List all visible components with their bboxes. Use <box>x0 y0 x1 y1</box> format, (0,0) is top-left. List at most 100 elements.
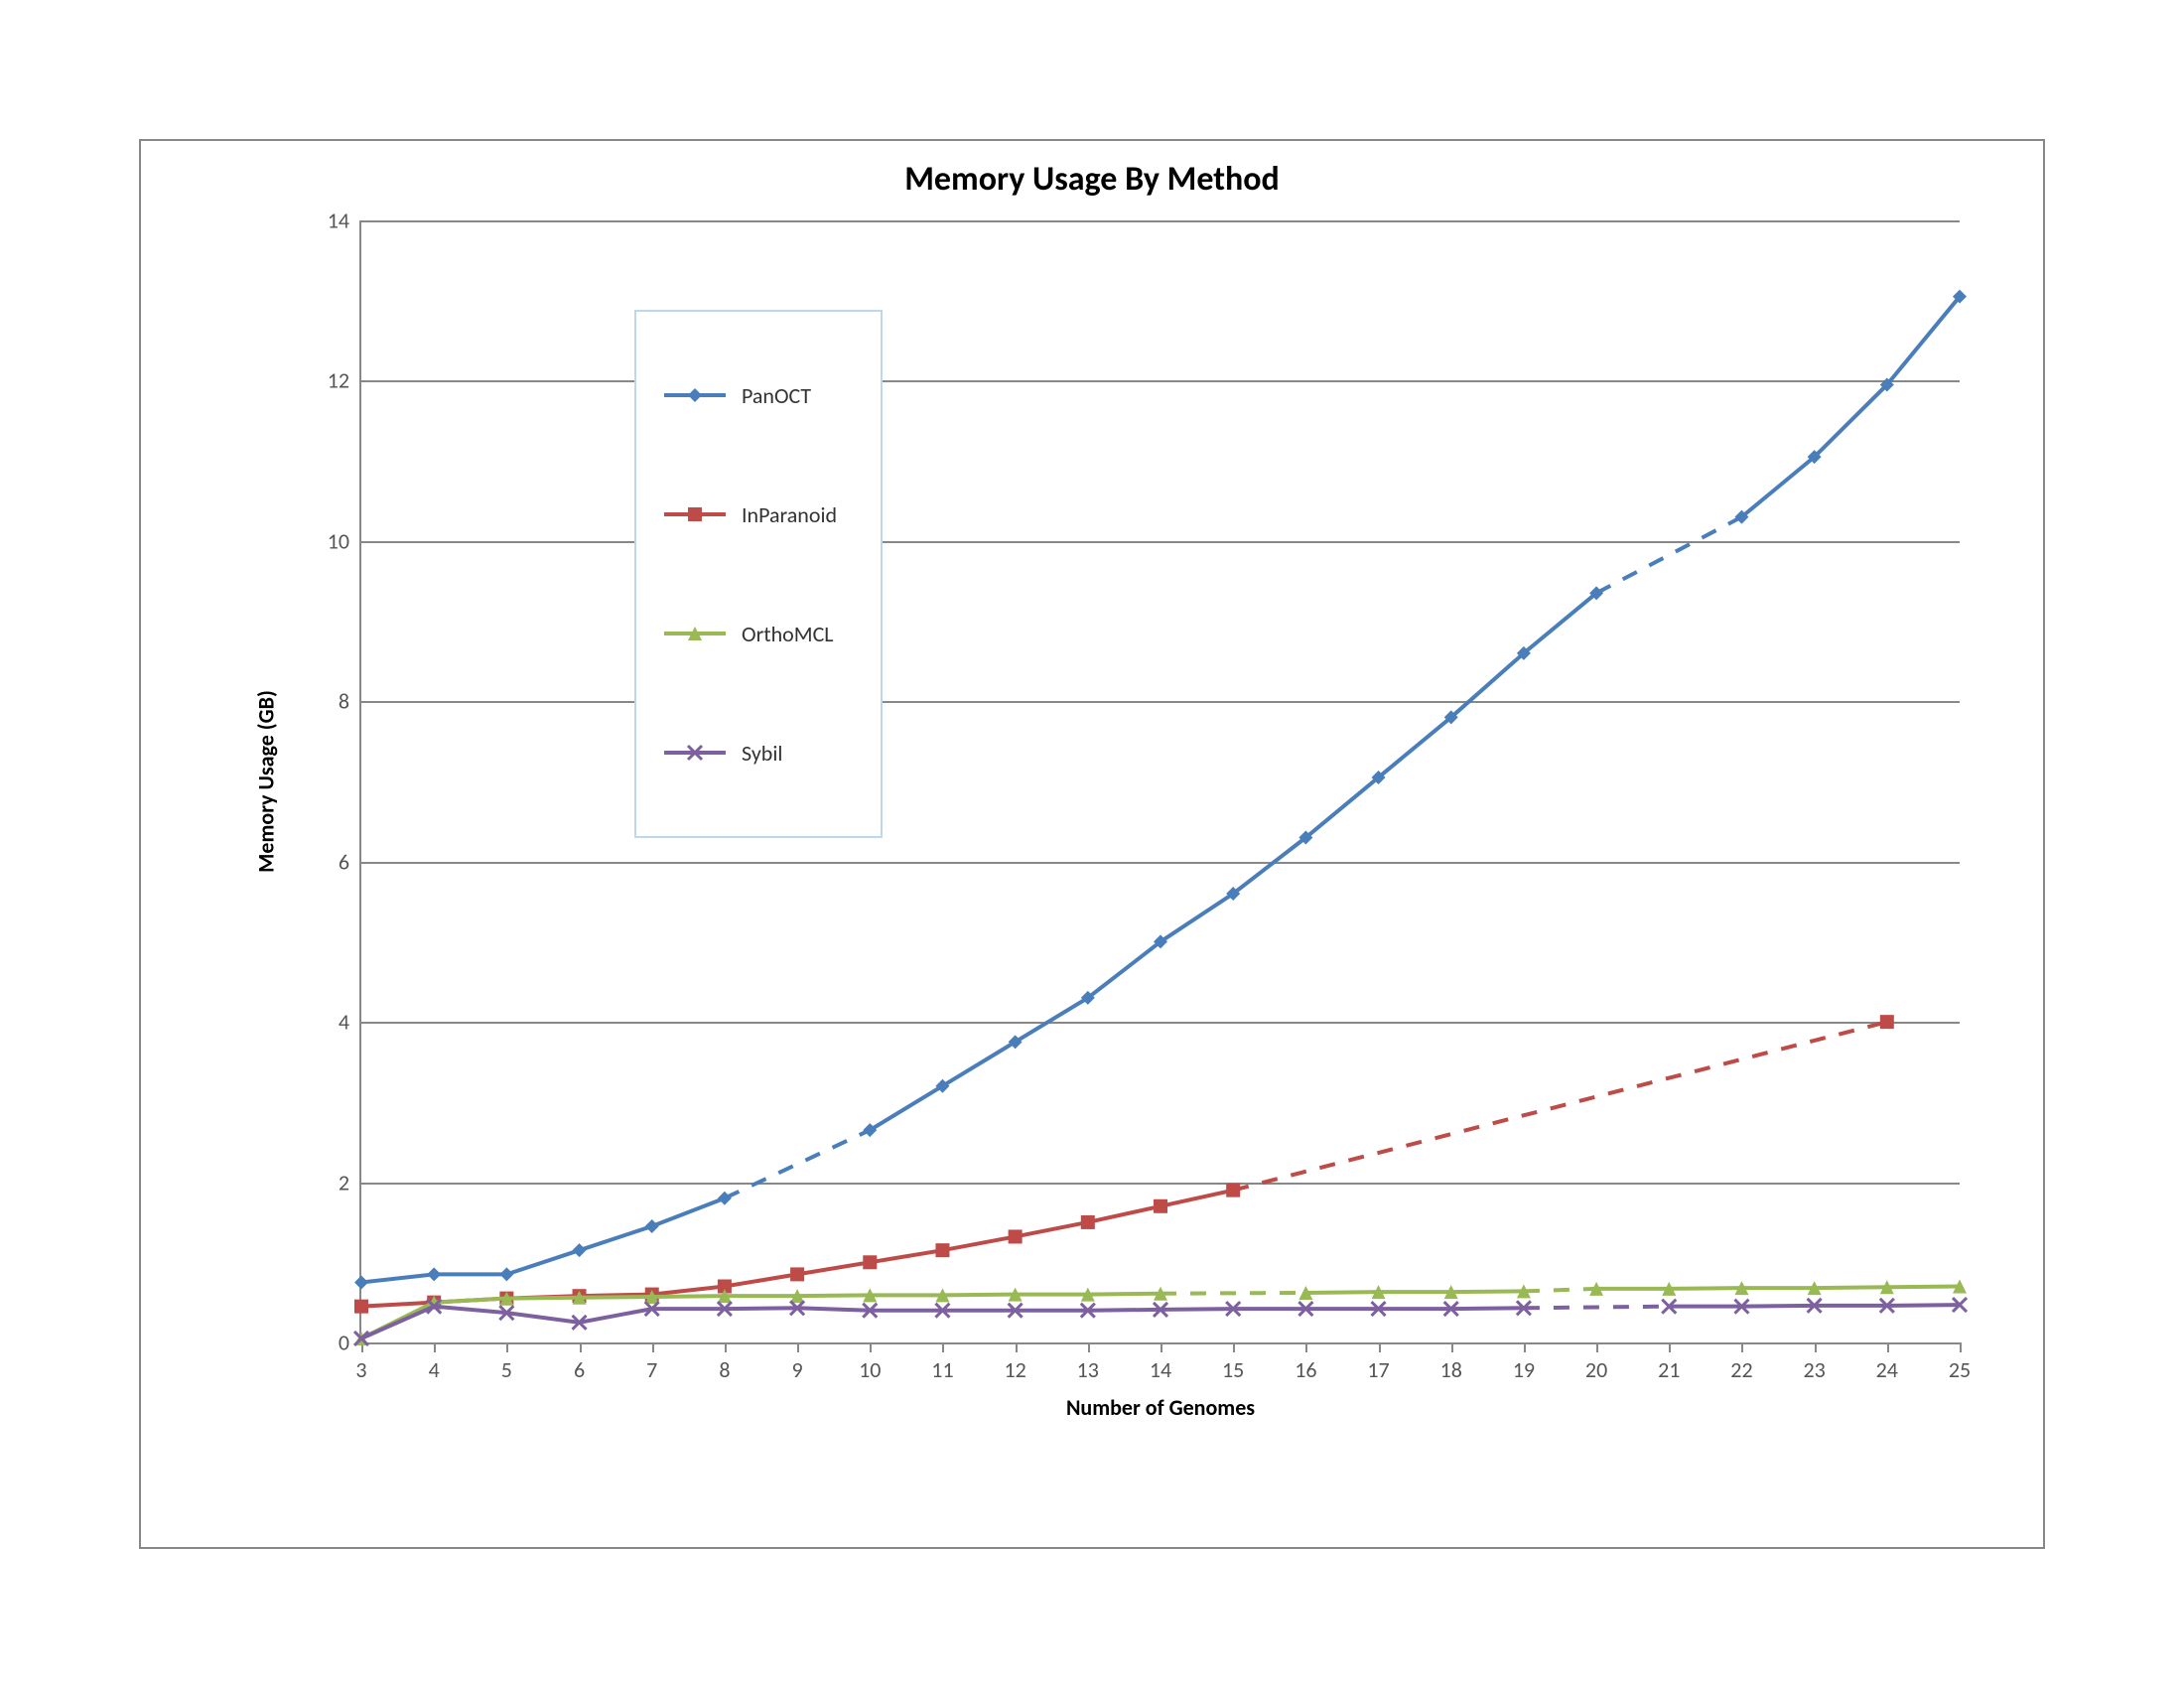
x-tick <box>1815 1342 1817 1352</box>
chart-title: Memory Usage By Method <box>141 159 2043 200</box>
series-marker-panoct <box>573 1243 587 1257</box>
series-marker-inparanoid <box>354 1300 368 1314</box>
series-line-panoct <box>361 1198 725 1283</box>
series-line-inparanoid <box>361 1191 1233 1307</box>
y-tick-label: 2 <box>339 1169 349 1196</box>
series-line-orthomcl <box>361 1294 1160 1338</box>
x-tick-label: 9 <box>792 1356 803 1383</box>
series-line-panoct <box>870 593 1596 1130</box>
x-tick <box>1669 1342 1671 1352</box>
series-line-orthomcl <box>1596 1287 1960 1289</box>
page: Memory Usage By Method Memory Usage (GB)… <box>0 0 2184 1688</box>
legend-item-panoct: PanOCT <box>664 336 853 455</box>
series-marker-inparanoid <box>1154 1199 1167 1213</box>
series-line-orthomcl <box>1305 1291 1524 1293</box>
x-tick <box>870 1342 872 1352</box>
chart-frame: Memory Usage By Method Memory Usage (GB)… <box>139 139 2045 1549</box>
series-marker-inparanoid <box>790 1267 804 1281</box>
series-marker-inparanoid <box>1226 1184 1240 1197</box>
x-tick-label: 3 <box>355 1356 366 1383</box>
x-tick-label: 7 <box>646 1356 657 1383</box>
series-marker-inparanoid <box>1009 1229 1023 1243</box>
x-tick-label: 10 <box>859 1356 881 1383</box>
x-tick-label: 13 <box>1077 1356 1099 1383</box>
legend-item-sybil: Sybil <box>664 693 853 812</box>
y-tick-label: 8 <box>339 688 349 715</box>
series-marker-inparanoid <box>1880 1015 1894 1029</box>
x-tick <box>1160 1342 1162 1352</box>
series-line-inparanoid <box>1233 1022 1887 1191</box>
x-tick-label: 16 <box>1295 1356 1316 1383</box>
x-tick-label: 11 <box>931 1356 953 1383</box>
x-tick-label: 12 <box>1004 1356 1025 1383</box>
x-tick-label: 19 <box>1513 1356 1535 1383</box>
series-marker-panoct <box>645 1219 659 1233</box>
legend-label: PanOCT <box>742 382 811 409</box>
x-tick-label: 6 <box>574 1356 585 1383</box>
x-tick-label: 14 <box>1150 1356 1171 1383</box>
y-tick-label: 12 <box>328 367 349 394</box>
legend-item-inparanoid: InParanoid <box>664 455 853 574</box>
x-tick <box>1741 1342 1743 1352</box>
x-tick <box>1088 1342 1090 1352</box>
x-tick <box>725 1342 727 1352</box>
y-tick-label: 4 <box>339 1009 349 1036</box>
x-tick <box>580 1342 582 1352</box>
x-tick <box>652 1342 654 1352</box>
series-marker-inparanoid <box>863 1255 877 1269</box>
series-line-sybil <box>1524 1307 1669 1309</box>
y-tick-label: 6 <box>339 848 349 875</box>
x-tick <box>434 1342 436 1352</box>
x-tick-label: 20 <box>1585 1356 1607 1383</box>
x-tick-label: 22 <box>1730 1356 1752 1383</box>
x-tick <box>942 1342 944 1352</box>
x-tick-label: 25 <box>1949 1356 1971 1383</box>
legend-swatch <box>664 502 726 526</box>
x-tick-label: 21 <box>1658 1356 1680 1383</box>
series-line-panoct <box>1741 297 1960 517</box>
legend-label: Sybil <box>742 740 782 767</box>
x-tick <box>1305 1342 1307 1352</box>
series-line-orthomcl <box>1160 1293 1305 1294</box>
series-marker-panoct <box>718 1192 732 1205</box>
y-tick-label: 10 <box>328 527 349 554</box>
y-tick-label: 0 <box>339 1330 349 1356</box>
legend-label: OrthoMCL <box>742 621 834 647</box>
series-marker-panoct <box>499 1267 513 1281</box>
plot-area: Memory Usage (GB) Number of Genomes 0246… <box>359 220 1960 1344</box>
legend-swatch <box>664 622 726 645</box>
x-tick <box>1524 1342 1526 1352</box>
x-tick-label: 5 <box>501 1356 512 1383</box>
x-tick-label: 15 <box>1222 1356 1244 1383</box>
x-tick-label: 4 <box>429 1356 440 1383</box>
x-tick <box>1451 1342 1453 1352</box>
x-tick-label: 18 <box>1440 1356 1462 1383</box>
x-tick-label: 17 <box>1367 1356 1389 1383</box>
x-tick <box>1596 1342 1598 1352</box>
x-tick <box>1379 1342 1381 1352</box>
x-tick <box>1960 1342 1962 1352</box>
x-tick-label: 23 <box>1803 1356 1825 1383</box>
series-marker-panoct <box>354 1275 368 1289</box>
series-layer <box>361 220 1960 1342</box>
series-marker-inparanoid <box>1081 1215 1095 1229</box>
legend-swatch <box>664 741 726 765</box>
y-tick-label: 14 <box>328 208 349 234</box>
x-tick <box>1016 1342 1018 1352</box>
x-tick <box>506 1342 508 1352</box>
legend-item-orthomcl: OrthoMCL <box>664 574 853 693</box>
series-line-orthomcl <box>1524 1289 1596 1291</box>
series-marker-panoct <box>427 1267 441 1281</box>
x-tick-label: 8 <box>719 1356 730 1383</box>
x-tick <box>1887 1342 1889 1352</box>
x-tick <box>1233 1342 1235 1352</box>
legend: PanOCT InParanoid OrthoMCL Sybil <box>634 310 883 838</box>
x-axis-title: Number of Genomes <box>361 1394 1960 1421</box>
y-axis-title: Memory Usage (GB) <box>253 690 280 873</box>
legend-swatch <box>664 383 726 407</box>
series-marker-inparanoid <box>935 1243 949 1257</box>
legend-label: InParanoid <box>742 501 837 528</box>
series-line-panoct <box>1596 517 1741 594</box>
series-line-panoct <box>725 1130 870 1198</box>
x-tick <box>797 1342 799 1352</box>
